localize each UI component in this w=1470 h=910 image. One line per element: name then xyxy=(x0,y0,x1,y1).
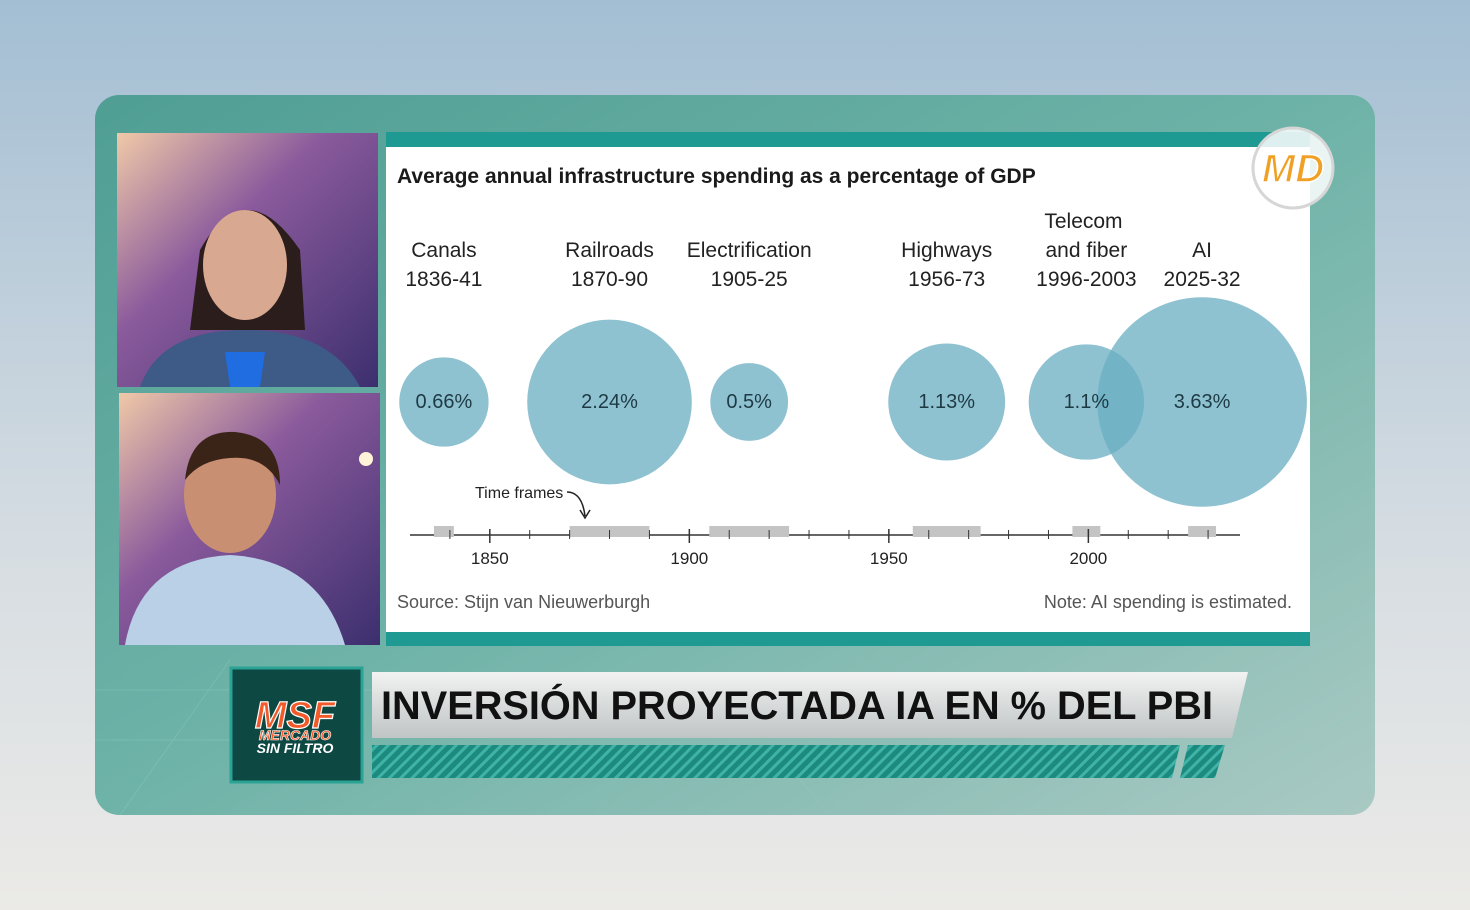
time-frame xyxy=(912,526,981,537)
data-label: 1.1% xyxy=(1064,391,1110,413)
note: Note: AI spending is estimated. xyxy=(1044,592,1292,612)
bubble xyxy=(399,357,489,447)
logo-line: MERCADO xyxy=(259,727,331,743)
headline: INVERSIÓN PROYECTADA IA EN % DEL PBI xyxy=(381,682,1213,728)
time-frame xyxy=(1188,526,1217,537)
logo-box xyxy=(229,666,364,784)
data-label: 3.63% xyxy=(1174,391,1231,413)
logo-text: MSF xyxy=(255,695,337,737)
source: Source: Stijn van Nieuwerburgh xyxy=(397,592,650,612)
bubble xyxy=(527,319,692,485)
data-label: 2.24% xyxy=(581,391,638,413)
data-label: 0.66% xyxy=(416,391,473,413)
bubble xyxy=(888,343,1006,461)
category-label: Canals xyxy=(411,239,476,262)
period-label: 1836-41 xyxy=(405,268,482,291)
video-panel xyxy=(119,393,380,645)
video-panel xyxy=(117,133,378,387)
time-frame xyxy=(433,526,454,537)
plot: 1850 1900 1950 2000 0.66% 1836-41 Canals 2.24% 1… xyxy=(399,210,1307,568)
stripe-bar xyxy=(1180,745,1225,778)
watermark-text: MD xyxy=(1262,147,1324,191)
headline-bar xyxy=(372,672,1248,738)
lower-third: MSF MERCADO SIN FILTRO INVERSIÓN PROYECT… xyxy=(229,666,1248,784)
category-label: Railroads xyxy=(565,239,654,262)
time-frame xyxy=(709,526,790,537)
period-label: 1956-73 xyxy=(908,268,985,291)
x-tick-label: 1900 xyxy=(670,549,708,568)
x-tick-label: 1950 xyxy=(870,549,908,568)
period-label: 1870-90 xyxy=(571,268,648,291)
stripe-bar xyxy=(372,745,1180,778)
category-label: Highways xyxy=(901,239,992,262)
data-label: 1.13% xyxy=(918,391,975,413)
period-label: 1905-25 xyxy=(711,268,788,291)
logo-line: SIN FILTRO xyxy=(257,740,334,756)
annotation: Time frames xyxy=(475,485,563,502)
watermark-logo: MD xyxy=(1251,126,1335,210)
period-label: 2025-32 xyxy=(1164,268,1241,291)
time-frame xyxy=(1072,526,1101,537)
x-tick-label: 1850 xyxy=(471,549,509,568)
annotation-arrow xyxy=(566,491,591,520)
bubble xyxy=(1097,297,1307,507)
chart-title: Average annual infrastructure spending a… xyxy=(397,165,1036,188)
category-label: Telecom and fiber xyxy=(1044,210,1128,262)
x-tick-label: 2000 xyxy=(1069,549,1107,568)
data-label: 0.5% xyxy=(726,391,772,413)
bubble xyxy=(710,363,789,441)
category-label: Electrification xyxy=(687,239,812,262)
category-label: AI xyxy=(1192,239,1212,262)
period-label: 1996-2003 xyxy=(1036,268,1136,291)
